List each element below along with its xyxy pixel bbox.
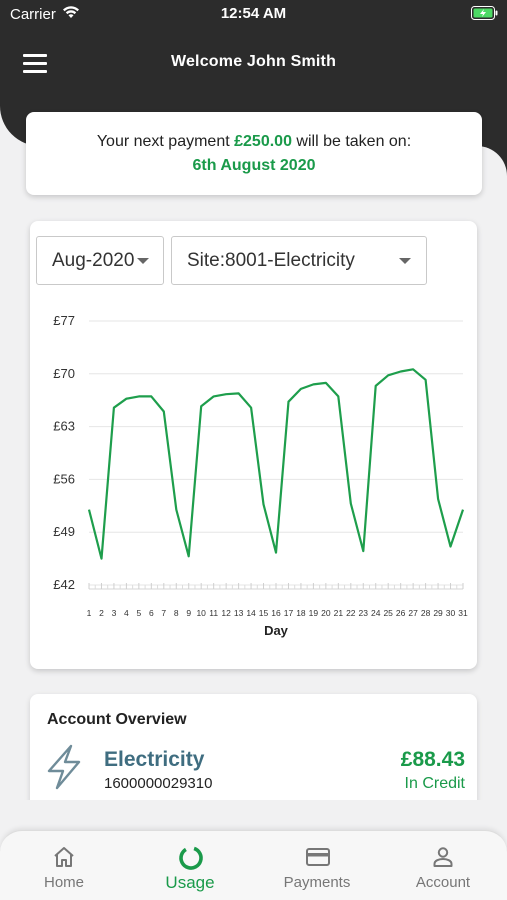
next-payment-text: Your next payment £250.00 will be taken … (26, 133, 482, 151)
account-overview-title: Account Overview (47, 711, 187, 728)
site-select-value: Site:8001-Electricity (187, 250, 355, 271)
month-select-value: Aug-2020 (52, 250, 135, 271)
x-tick-label: 14 (246, 608, 256, 618)
x-tick-label: 13 (234, 608, 244, 618)
x-tick-label: 29 (433, 608, 443, 618)
x-tick-label: 28 (421, 608, 431, 618)
x-tick-label: 22 (346, 608, 356, 618)
bottom-navigation: Home Usage Payments Account (0, 800, 507, 900)
y-tick-label: £70 (53, 366, 75, 381)
account-name: Electricity (104, 748, 205, 771)
x-tick-label: 4 (124, 608, 129, 618)
tab-payments-label: Payments (283, 874, 351, 891)
x-tick-label: 2 (99, 608, 104, 618)
header-corner-decoration (477, 146, 507, 186)
x-tick-label: 30 (446, 608, 456, 618)
y-tick-label: £56 (53, 471, 75, 486)
battery-charging-icon (471, 6, 498, 20)
credit-card-icon (306, 848, 330, 866)
x-tick-label: 18 (296, 608, 306, 618)
x-tick-label: 26 (396, 608, 406, 618)
payment-amount: £250.00 (234, 133, 292, 150)
wifi-icon (63, 6, 79, 18)
x-tick-label: 16 (271, 608, 281, 618)
x-tick-label: 25 (383, 608, 393, 618)
payment-date: 6th August 2020 (192, 157, 316, 174)
tab-account-label: Account (415, 874, 471, 891)
x-axis-label: Day (264, 623, 289, 638)
x-tick-label: 8 (174, 608, 179, 618)
x-tick-label: 21 (334, 608, 344, 618)
carrier-label: Carrier (10, 6, 56, 23)
x-tick-label: 20 (321, 608, 331, 618)
x-tick-label: 19 (309, 608, 319, 618)
x-tick-label: 6 (149, 608, 154, 618)
clock-time: 12:54 AM (220, 5, 287, 22)
x-tick-label: 24 (371, 608, 381, 618)
usage-series-line (87, 368, 465, 560)
x-tick-label: 11 (209, 608, 218, 618)
tab-payments[interactable]: Payments (262, 841, 372, 900)
account-credit-status: In Credit (404, 775, 465, 792)
tab-usage[interactable]: Usage (135, 841, 245, 900)
y-tick-label: £42 (53, 577, 75, 592)
usage-ring-icon (179, 846, 203, 870)
x-tick-label: 17 (284, 608, 294, 618)
x-tick-label: 12 (221, 608, 231, 618)
x-tick-label: 3 (112, 608, 117, 618)
account-number: 1600000029310 (104, 775, 213, 792)
tab-account[interactable]: Account (388, 841, 498, 900)
chevron-down-icon (137, 258, 149, 264)
status-bar: Carrier 12:54 AM (0, 0, 507, 30)
payment-suffix: will be taken on: (291, 133, 412, 150)
x-tick-label: 31 (458, 608, 468, 618)
x-tick-label: 15 (259, 608, 269, 618)
tab-usage-label: Usage (165, 873, 215, 892)
chevron-down-icon (399, 258, 411, 264)
x-tick-label: 9 (186, 608, 191, 618)
usage-line-chart: £42£49£56£63£70£771 2 3 4 5 6 7 8 9 10 11 12 13 14 15 1… (53, 313, 468, 638)
lightning-bolt-icon (47, 744, 81, 790)
y-tick-label: £77 (53, 313, 75, 328)
welcome-title: Welcome John Smith (170, 53, 337, 70)
tab-home[interactable]: Home (9, 841, 119, 900)
hamburger-menu-icon[interactable] (23, 54, 47, 74)
x-tick-label: 23 (359, 608, 369, 618)
x-tick-label: 1 (87, 608, 92, 618)
payment-prefix: Your next payment (96, 133, 235, 150)
y-tick-label: £49 (53, 524, 75, 539)
account-balance: £88.43 (400, 748, 465, 771)
tab-home-label: Home (43, 874, 84, 891)
usage-chart-card: Aug-2020 Site:8001-Electricity £42 £49 £56… (30, 221, 477, 669)
tab-bar: Home Usage Payments Account (0, 830, 507, 900)
account-overview-card[interactable]: Account Overview Electricity 16000000293… (30, 694, 477, 814)
next-payment-card: Your next payment £250.00 will be taken … (26, 112, 482, 195)
person-icon (433, 847, 453, 867)
site-select[interactable]: Site:8001-Electricity (171, 236, 427, 285)
home-icon (54, 847, 74, 867)
y-tick-label: £63 (53, 419, 75, 434)
x-tick-label: 7 (161, 608, 166, 618)
x-tick-label: 5 (136, 608, 141, 618)
x-tick-label: 27 (408, 608, 418, 618)
month-select[interactable]: Aug-2020 (36, 236, 164, 285)
x-tick-label: 10 (196, 608, 206, 618)
